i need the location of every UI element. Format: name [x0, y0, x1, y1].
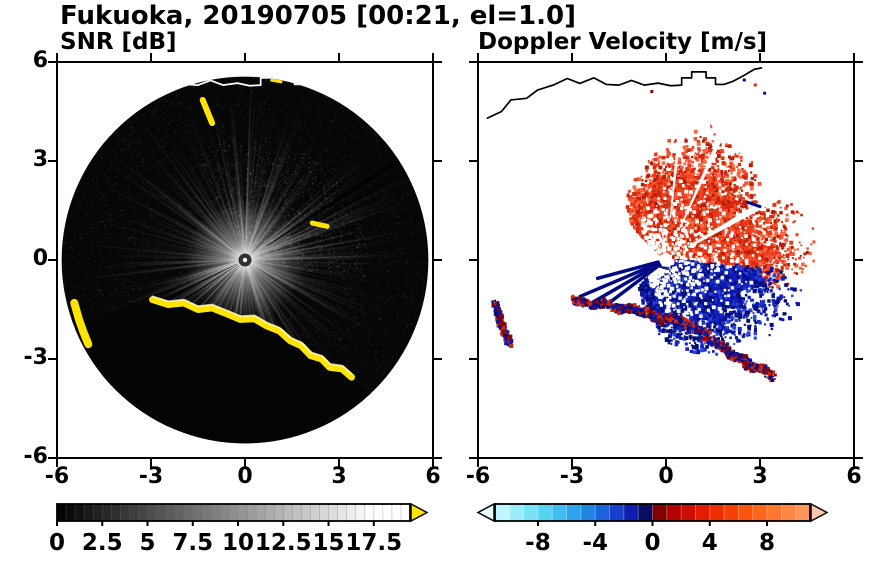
radar-plots-canvas [0, 0, 870, 570]
radar-figure: Fukuoka, 20190705 [00:21, el=1.0] SNR [d… [0, 0, 870, 570]
